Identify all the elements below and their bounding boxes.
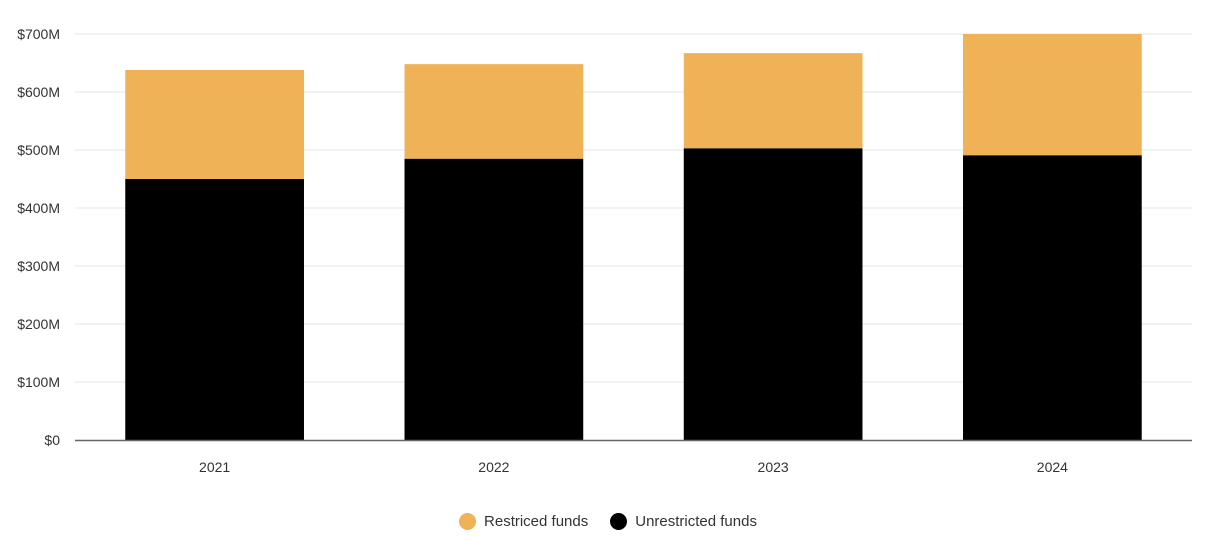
legend-label-restricted: Restriced funds <box>484 513 589 530</box>
y-tick-label: $0 <box>44 432 60 448</box>
legend-item-unrestricted[interactable]: Unrestricted funds <box>610 513 757 530</box>
legend-item-restricted[interactable]: Restriced funds <box>459 513 588 530</box>
y-tick-label: $400M <box>17 200 60 216</box>
y-tick-label: $600M <box>17 84 60 100</box>
y-tick-label: $100M <box>17 374 60 390</box>
bar-unrestricted-2022 <box>404 158 584 440</box>
bar-unrestricted-2023 <box>683 148 863 440</box>
legend-swatch-unrestricted <box>610 513 628 530</box>
bar-unrestricted-2021 <box>125 179 304 440</box>
x-tick-label: 2022 <box>478 459 509 475</box>
x-tick-label: 2023 <box>758 459 789 475</box>
bar-restricted-2023 <box>683 53 863 149</box>
x-tick-label: 2021 <box>199 459 230 475</box>
bar-restricted-2024 <box>963 34 1142 156</box>
y-tick-label: $300M <box>17 258 60 274</box>
legend: Restriced funds Unrestricted funds <box>0 513 1216 530</box>
bar-restricted-2021 <box>125 69 304 179</box>
legend-label-unrestricted: Unrestricted funds <box>635 513 757 530</box>
y-tick-label: $500M <box>17 142 60 158</box>
legend-swatch-restricted <box>459 513 477 530</box>
x-tick-label: 2024 <box>1037 459 1068 475</box>
y-tick-label: $200M <box>17 316 60 332</box>
stacked-bar-chart: $0 $100M $200M $300M $400M $500M $600M $700M 202… <box>17 26 1192 475</box>
bar-unrestricted-2024 <box>963 155 1142 440</box>
bar-restricted-2022 <box>404 64 584 159</box>
y-tick-label: $700M <box>17 26 60 42</box>
